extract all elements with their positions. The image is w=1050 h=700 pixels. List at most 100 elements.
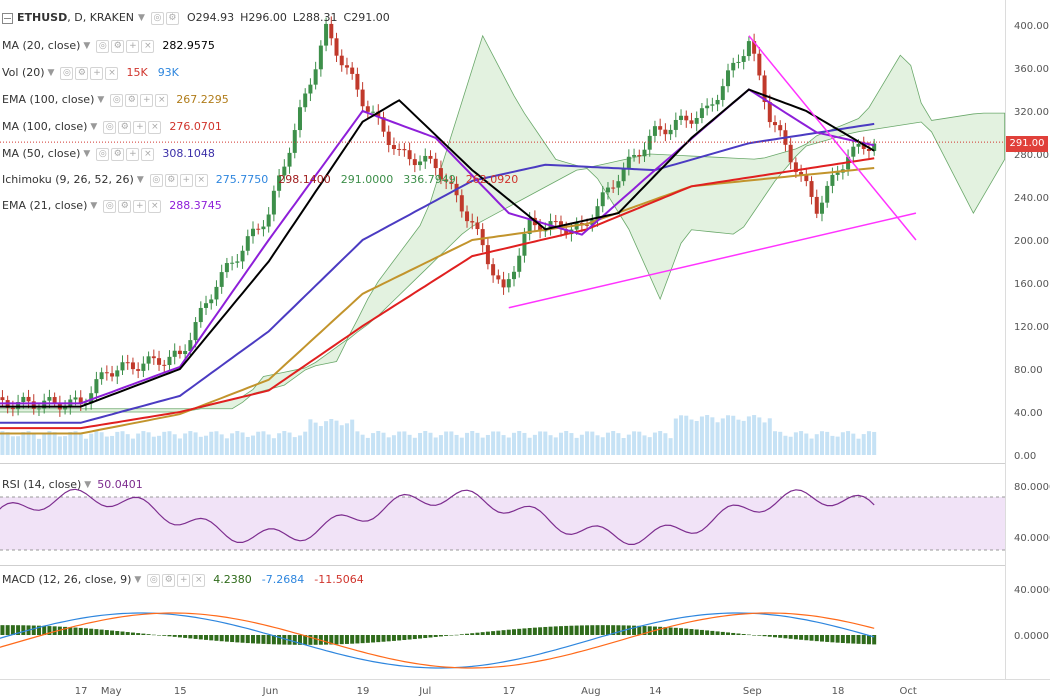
candle-body xyxy=(381,117,386,132)
indicator-controls[interactable]: ◎ ⚙ + × xyxy=(149,173,208,187)
eye-icon[interactable]: ◎ xyxy=(149,173,163,187)
candle-body xyxy=(16,402,21,410)
settings-icon[interactable]: ⚙ xyxy=(165,11,179,25)
plus-icon[interactable]: + xyxy=(133,199,147,213)
settings-icon[interactable]: ⚙ xyxy=(111,39,125,53)
collapse-icon[interactable] xyxy=(2,12,13,24)
macd-histogram-bar xyxy=(183,635,188,638)
chevron-down-icon[interactable]: ▼ xyxy=(90,201,98,211)
macd-legend[interactable]: MACD (12, 26, close, 9) ▼ ◎ ⚙ + × 4.2380 -7… xyxy=(2,573,374,587)
indicator-legend-row[interactable]: Vol (20) ▼ ◎ ⚙ + × 15K 93K xyxy=(2,66,189,80)
volume-bar xyxy=(89,433,94,455)
indicator-value: 282.9575 xyxy=(162,39,215,52)
candle-body xyxy=(814,196,819,214)
candle-body xyxy=(256,228,261,230)
eye-icon[interactable]: ◎ xyxy=(150,11,164,25)
volume-bar xyxy=(47,431,52,455)
close-icon[interactable]: × xyxy=(105,66,119,80)
indicator-legend-row[interactable]: MA (50, close) ▼ ◎ ⚙ + × 308.1048 xyxy=(2,147,225,161)
time-tick-label: 14 xyxy=(649,686,662,697)
indicator-legend-row[interactable]: MA (20, close) ▼ ◎ ⚙ + × 282.9575 xyxy=(2,39,225,53)
volume-bar xyxy=(767,418,772,455)
symbol-controls[interactable]: ◎ ⚙ xyxy=(150,11,179,25)
indicator-value: 288.3745 xyxy=(169,199,222,212)
eye-icon[interactable]: ◎ xyxy=(60,66,74,80)
volume-bar xyxy=(141,431,146,455)
chevron-down-icon[interactable]: ▼ xyxy=(136,175,144,185)
close-icon[interactable]: × xyxy=(148,120,162,134)
plus-icon[interactable]: + xyxy=(177,573,191,587)
chevron-down-icon[interactable]: ▼ xyxy=(83,41,91,51)
chevron-down-icon[interactable]: ▼ xyxy=(134,575,142,585)
low-value: 288.31 xyxy=(299,11,338,24)
indicator-controls[interactable]: ◎ ⚙ + × xyxy=(110,93,169,107)
indicator-controls[interactable]: ◎ ⚙ + × xyxy=(103,199,162,213)
chevron-down-icon[interactable]: ▼ xyxy=(83,149,91,159)
plus-icon[interactable]: + xyxy=(90,66,104,80)
high-label: H xyxy=(240,11,249,24)
volume-bar xyxy=(840,432,845,455)
candle-body xyxy=(251,228,255,237)
volume-bar xyxy=(376,431,381,455)
settings-icon[interactable]: ⚙ xyxy=(162,573,176,587)
eye-icon[interactable]: ◎ xyxy=(96,39,110,53)
close-icon[interactable]: × xyxy=(194,173,208,187)
close-icon[interactable]: × xyxy=(148,199,162,213)
indicator-legend-row[interactable]: MA (100, close) ▼ ◎ ⚙ + × 276.0701 xyxy=(2,120,232,134)
candle-body xyxy=(31,401,36,409)
volume-bar xyxy=(783,435,788,455)
volume-bar xyxy=(835,436,840,455)
volume-bar xyxy=(454,434,459,455)
volume-bar xyxy=(16,436,21,455)
chevron-down-icon[interactable]: ▼ xyxy=(47,68,55,78)
settings-icon[interactable]: ⚙ xyxy=(118,120,132,134)
macd-histogram-bar xyxy=(809,635,814,641)
macd-legend-controls[interactable]: ◎ ⚙ + × xyxy=(147,573,206,587)
chevron-down-icon[interactable]: ▼ xyxy=(97,95,105,105)
close-icon[interactable]: × xyxy=(155,93,169,107)
macd-histogram-bar xyxy=(104,630,109,635)
volume-bar xyxy=(287,432,292,455)
plus-icon[interactable]: + xyxy=(126,39,140,53)
eye-icon[interactable]: ◎ xyxy=(103,120,117,134)
eye-icon[interactable]: ◎ xyxy=(110,93,124,107)
indicator-legend-row[interactable]: Ichimoku (9, 26, 52, 26) ▼ ◎ ⚙ + × 275.7750 298… xyxy=(2,173,528,187)
rsi-legend[interactable]: RSI (14, close) ▼ 50.0401 xyxy=(2,478,153,492)
indicator-controls[interactable]: ◎ ⚙ + × xyxy=(96,147,155,161)
indicator-legend-row[interactable]: EMA (21, close) ▼ ◎ ⚙ + × 288.3745 xyxy=(2,199,232,213)
chevron-down-icon[interactable]: ▼ xyxy=(138,13,145,23)
eye-icon[interactable]: ◎ xyxy=(147,573,161,587)
settings-icon[interactable]: ⚙ xyxy=(75,66,89,80)
settings-icon[interactable]: ⚙ xyxy=(164,173,178,187)
chevron-down-icon[interactable]: ▼ xyxy=(90,122,98,132)
plus-icon[interactable]: + xyxy=(140,93,154,107)
indicator-controls[interactable]: ◎ ⚙ + × xyxy=(60,66,119,80)
indicator-controls[interactable]: ◎ ⚙ + × xyxy=(103,120,162,134)
chevron-down-icon[interactable]: ▼ xyxy=(84,480,92,490)
time-tick-label: 19 xyxy=(357,686,370,697)
price-tick-label: 400.00 xyxy=(1014,21,1049,32)
indicator-controls[interactable]: ◎ ⚙ + × xyxy=(96,39,155,53)
settings-icon[interactable]: ⚙ xyxy=(118,199,132,213)
settings-icon[interactable]: ⚙ xyxy=(111,147,125,161)
ichimoku-cloud-area xyxy=(0,34,1006,413)
macd-histogram-bar xyxy=(819,635,824,642)
close-icon[interactable]: × xyxy=(141,147,155,161)
eye-icon[interactable]: ◎ xyxy=(96,147,110,161)
symbol-header[interactable]: ETHUSD, D, KRAKEN ▼ ◎ ⚙ O 294.93 H 296.00 L… xyxy=(2,11,390,25)
candle-body xyxy=(198,307,203,323)
plus-icon[interactable]: + xyxy=(126,147,140,161)
macd-histogram-bar xyxy=(673,627,678,635)
settings-icon[interactable]: ⚙ xyxy=(125,93,139,107)
indicator-legend-row[interactable]: EMA (100, close) ▼ ◎ ⚙ + × 267.2295 xyxy=(2,93,239,107)
eye-icon[interactable]: ◎ xyxy=(103,199,117,213)
close-icon[interactable]: × xyxy=(192,573,206,587)
macd-histogram-bar xyxy=(329,635,334,645)
candle-body xyxy=(47,397,52,401)
plus-icon[interactable]: + xyxy=(179,173,193,187)
open-value: 294.93 xyxy=(195,11,235,24)
close-icon[interactable]: × xyxy=(141,39,155,53)
plus-icon[interactable]: + xyxy=(133,120,147,134)
macd-histogram-bar xyxy=(793,635,798,640)
